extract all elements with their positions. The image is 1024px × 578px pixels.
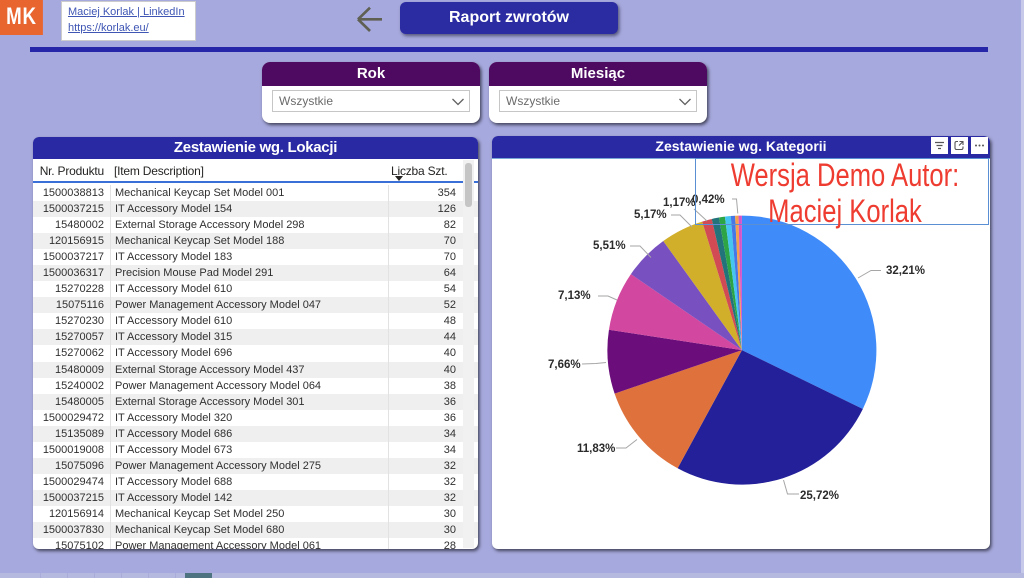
svg-text:32,21%: 32,21% [886, 265, 925, 277]
svg-text:7,13%: 7,13% [558, 290, 591, 302]
svg-text:7,66%: 7,66% [548, 359, 581, 371]
svg-text:11,83%: 11,83% [577, 443, 615, 455]
svg-text:5,17%: 5,17% [634, 209, 667, 221]
svg-text:0,42%: 0,42% [692, 194, 725, 206]
svg-text:1,17%: 1,17% [663, 197, 696, 209]
svg-text:25,72%: 25,72% [800, 490, 839, 502]
svg-text:5,51%: 5,51% [593, 240, 626, 252]
